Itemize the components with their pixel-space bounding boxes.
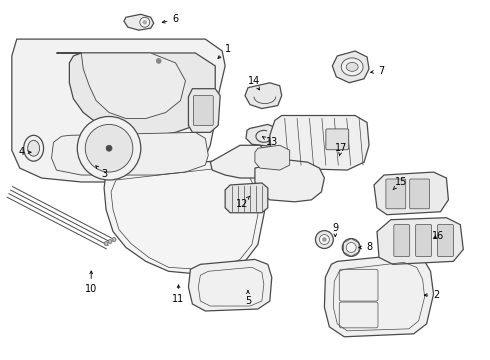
- Polygon shape: [332, 51, 369, 83]
- Text: 15: 15: [393, 177, 407, 190]
- Text: 9: 9: [332, 222, 339, 237]
- Circle shape: [322, 238, 326, 242]
- Circle shape: [140, 17, 150, 27]
- FancyBboxPatch shape: [416, 225, 432, 256]
- Polygon shape: [374, 172, 448, 215]
- Text: 16: 16: [432, 230, 444, 240]
- Text: 11: 11: [172, 285, 185, 304]
- Ellipse shape: [341, 58, 363, 76]
- FancyBboxPatch shape: [326, 129, 349, 150]
- Text: 4: 4: [19, 147, 31, 157]
- Text: 14: 14: [248, 76, 260, 90]
- Polygon shape: [324, 255, 434, 337]
- Polygon shape: [56, 53, 215, 135]
- Text: 3: 3: [96, 166, 107, 179]
- FancyBboxPatch shape: [438, 225, 453, 256]
- Polygon shape: [104, 160, 265, 274]
- Text: 2: 2: [424, 290, 440, 300]
- Circle shape: [319, 235, 329, 244]
- Text: 6: 6: [162, 14, 178, 24]
- Polygon shape: [245, 83, 282, 109]
- Polygon shape: [255, 160, 324, 202]
- Polygon shape: [81, 53, 185, 118]
- Polygon shape: [12, 39, 225, 182]
- Ellipse shape: [346, 62, 358, 71]
- Circle shape: [316, 231, 333, 248]
- Polygon shape: [189, 89, 220, 132]
- Circle shape: [85, 125, 133, 172]
- Polygon shape: [270, 116, 369, 170]
- Circle shape: [104, 242, 108, 246]
- Circle shape: [346, 243, 356, 252]
- Text: 7: 7: [371, 66, 384, 76]
- FancyBboxPatch shape: [410, 179, 430, 209]
- Text: 17: 17: [335, 143, 347, 156]
- Circle shape: [106, 145, 112, 151]
- Text: 8: 8: [359, 243, 372, 252]
- Text: 10: 10: [85, 271, 98, 294]
- Circle shape: [342, 239, 360, 256]
- FancyBboxPatch shape: [194, 96, 213, 125]
- FancyBboxPatch shape: [386, 179, 406, 209]
- Polygon shape: [377, 218, 464, 264]
- Ellipse shape: [24, 135, 44, 161]
- Text: 13: 13: [263, 137, 278, 147]
- FancyBboxPatch shape: [394, 225, 410, 256]
- Text: 12: 12: [236, 196, 250, 209]
- Polygon shape: [255, 145, 290, 170]
- Text: 5: 5: [245, 291, 251, 306]
- Circle shape: [143, 20, 147, 24]
- Polygon shape: [189, 260, 272, 311]
- Text: 1: 1: [218, 44, 231, 58]
- Polygon shape: [210, 145, 270, 178]
- Ellipse shape: [28, 140, 40, 156]
- Circle shape: [156, 58, 161, 63]
- Polygon shape: [246, 125, 278, 146]
- Polygon shape: [51, 132, 208, 175]
- Polygon shape: [225, 183, 268, 213]
- Circle shape: [77, 117, 141, 180]
- Polygon shape: [124, 14, 154, 30]
- Circle shape: [108, 239, 112, 243]
- Circle shape: [112, 238, 116, 242]
